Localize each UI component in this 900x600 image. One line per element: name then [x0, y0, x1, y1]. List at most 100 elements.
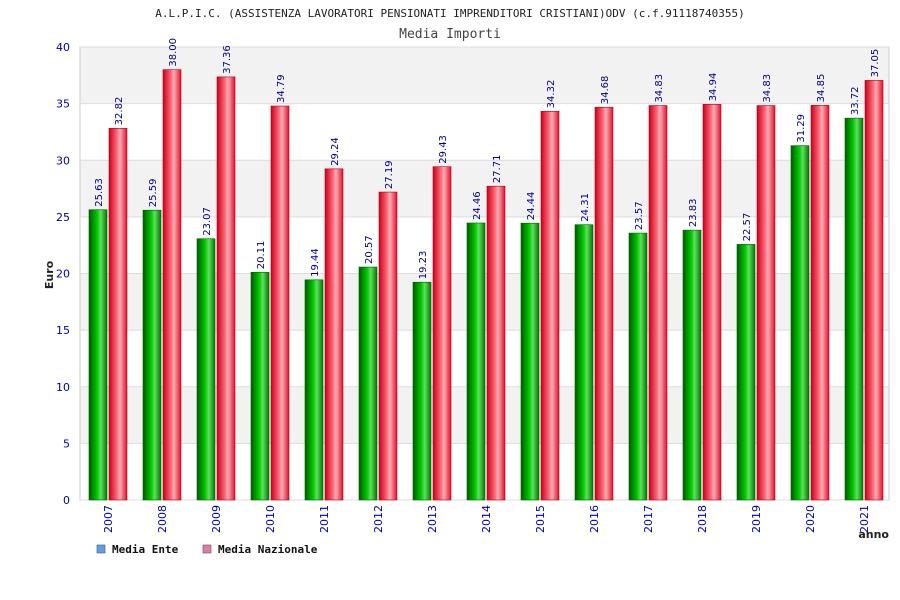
value-label: 25.59	[148, 179, 159, 208]
bar-media-nazionale	[432, 166, 452, 501]
value-label: 34.85	[816, 74, 827, 103]
bar-media-ente	[304, 279, 324, 501]
value-label: 37.36	[222, 45, 233, 74]
value-label: 32.82	[114, 97, 125, 126]
value-label: 19.44	[310, 248, 321, 277]
bar-media-nazionale	[378, 191, 398, 501]
x-tick-label: 2021	[858, 505, 871, 533]
x-tick-label: 2012	[372, 505, 385, 533]
value-label: 34.32	[546, 80, 557, 109]
bar-media-nazionale	[702, 104, 722, 501]
value-label: 34.83	[654, 74, 665, 103]
value-label: 33.72	[850, 86, 861, 115]
value-label: 23.07	[202, 207, 213, 236]
chart-subtitle: Media Importi	[399, 27, 501, 42]
y-tick-label: 40	[56, 41, 70, 54]
bar-media-ente	[520, 222, 540, 501]
x-tick-label: 2015	[534, 505, 547, 533]
value-label: 24.46	[472, 191, 483, 220]
bar-media-nazionale	[162, 69, 182, 501]
bar-media-ente	[790, 145, 810, 501]
bar-media-ente	[196, 238, 216, 501]
x-tick-label: 2009	[210, 505, 223, 533]
bars	[88, 69, 884, 501]
x-axis-ticks: 2007 2008 2009 2010 2011 2012 2013 2014 2015 2016…	[102, 505, 871, 533]
x-axis-label: anno	[858, 528, 889, 541]
value-label: 29.43	[438, 135, 449, 164]
value-label: 31.29	[796, 114, 807, 143]
x-tick-label: 2018	[696, 505, 709, 533]
bar-media-ente	[628, 232, 648, 501]
y-tick-label: 0	[63, 494, 70, 507]
value-label: 34.68	[600, 76, 611, 105]
chart-title: A.L.P.I.C. (ASSISTENZA LAVORATORI PENSIO…	[155, 7, 744, 20]
y-tick-label: 25	[56, 211, 70, 224]
y-axis-label: Euro	[43, 260, 56, 289]
x-tick-label: 2007	[102, 505, 115, 533]
x-tick-label: 2010	[264, 505, 277, 533]
value-label: 25.63	[94, 178, 105, 207]
value-label: 34.83	[762, 74, 773, 103]
value-label: 27.19	[384, 160, 395, 189]
y-tick-label: 5	[63, 437, 70, 450]
bar-media-nazionale	[216, 76, 236, 501]
x-tick-label: 2008	[156, 505, 169, 533]
legend-swatch	[202, 544, 212, 554]
grid-band	[80, 47, 889, 104]
bar-media-nazionale	[864, 80, 884, 501]
value-label: 19.23	[418, 251, 429, 280]
y-tick-label: 35	[56, 98, 70, 111]
value-label: 23.83	[688, 198, 699, 227]
y-axis-ticks: 0 5 10 15 20 25 30 35 40	[56, 41, 70, 507]
bar-media-ente	[358, 266, 378, 501]
value-label: 27.71	[492, 155, 503, 184]
bar-media-nazionale	[270, 105, 290, 501]
bar-media-ente	[466, 222, 486, 501]
bar-media-ente	[250, 271, 270, 501]
bar-media-ente	[844, 117, 864, 501]
value-label: 24.44	[526, 192, 537, 221]
x-tick-label: 2016	[588, 505, 601, 533]
value-label: 34.94	[708, 73, 719, 102]
y-tick-label: 20	[56, 268, 70, 281]
bar-media-ente	[736, 244, 756, 501]
value-labels: 25.63 32.82 25.59 38.00 23.07 37.36 20.11 34.79…	[94, 38, 881, 279]
bar-media-ente	[574, 224, 594, 501]
value-label: 37.05	[870, 49, 881, 78]
bar-media-ente	[682, 229, 702, 501]
value-label: 38.00	[168, 38, 179, 67]
bar-media-nazionale	[594, 106, 614, 501]
value-label: 20.57	[364, 235, 375, 264]
value-label: 20.11	[256, 241, 267, 270]
bar-media-nazionale	[486, 185, 506, 501]
bar-media-nazionale	[108, 128, 128, 501]
x-tick-label: 2020	[804, 505, 817, 533]
bar-media-nazionale	[756, 105, 776, 501]
bar-media-ente	[88, 209, 108, 501]
grid-band	[80, 160, 889, 217]
legend-label: Media Nazionale	[218, 543, 318, 556]
bar-media-nazionale	[324, 168, 344, 501]
value-label: 23.57	[634, 201, 645, 230]
bar-media-nazionale	[648, 105, 668, 501]
y-tick-label: 15	[56, 324, 70, 337]
bar-media-nazionale	[540, 111, 560, 501]
y-tick-label: 30	[56, 154, 70, 167]
x-tick-label: 2017	[642, 505, 655, 533]
x-tick-label: 2014	[480, 505, 493, 533]
x-tick-label: 2019	[750, 505, 763, 533]
bar-media-ente	[142, 209, 162, 501]
legend-label: Media Ente	[112, 543, 179, 556]
value-label: 24.31	[580, 193, 591, 222]
bar-media-nazionale	[810, 105, 830, 501]
x-tick-label: 2011	[318, 505, 331, 533]
legend: Media Ente Media Nazionale	[96, 543, 318, 556]
x-tick-label: 2013	[426, 505, 439, 533]
value-label: 29.24	[330, 137, 341, 166]
value-label: 22.57	[742, 213, 753, 242]
legend-swatch	[96, 544, 106, 554]
value-label: 34.79	[276, 74, 287, 103]
bar-media-ente	[412, 281, 432, 501]
y-tick-label: 10	[56, 381, 70, 394]
